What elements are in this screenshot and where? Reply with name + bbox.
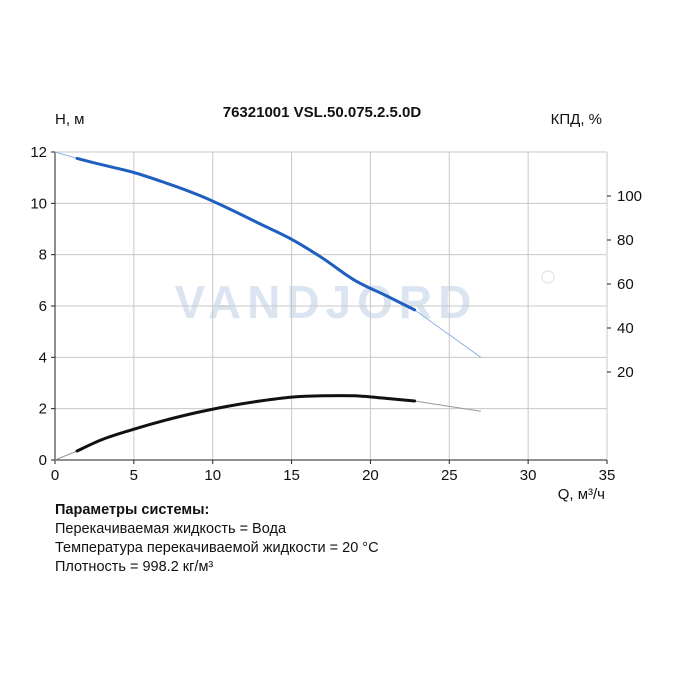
- y-tick-label: 0: [39, 452, 47, 469]
- power-curve-extension-end: [414, 400, 481, 412]
- registered-mark-icon: [541, 270, 555, 284]
- head-curve-extension-start: [54, 151, 78, 159]
- y-tick-label: 8: [39, 247, 47, 264]
- system-parameters-title: Параметры системы:: [55, 502, 210, 518]
- x-tick-label: 15: [283, 467, 300, 484]
- right-axis-label: КПД, %: [551, 111, 602, 128]
- y-tick-label: 10: [30, 195, 47, 212]
- chart-title: 76321001 VSL.50.075.2.5.0D: [223, 104, 422, 121]
- parameter-line: Плотность = 998.2 кг/м³: [55, 559, 214, 575]
- y-tick-label: 2: [39, 401, 47, 418]
- parameter-line: Температура перекачиваемой жидкости = 20…: [55, 540, 379, 556]
- power-curve-extension-start: [54, 450, 78, 461]
- x-tick-label: 25: [441, 467, 458, 484]
- x-tick-label: 5: [130, 467, 138, 484]
- y-tick-label: 12: [30, 144, 47, 161]
- x-axis-label: Q, м³/ч: [558, 486, 605, 503]
- y2-tick-label: 40: [617, 320, 634, 337]
- power-curve: [75, 394, 417, 453]
- x-tick-label: 0: [51, 467, 59, 484]
- x-tick-label: 20: [362, 467, 379, 484]
- system-parameters: Параметры системы: Перекачиваемая жидкос…: [55, 501, 379, 577]
- y-tick-label: 6: [39, 298, 47, 315]
- y2-tick-label: 80: [617, 232, 634, 249]
- y2-tick-label: 100: [617, 188, 642, 205]
- left-axis-label: H, м: [55, 111, 84, 128]
- y2-tick-label: 20: [617, 364, 634, 381]
- y-tick-label: 4: [39, 349, 47, 366]
- x-tick-label: 35: [599, 467, 616, 484]
- watermark-logo: VANDJORD: [175, 276, 478, 328]
- head-curve-extension-end: [414, 309, 482, 358]
- y2-tick-label: 60: [617, 276, 634, 293]
- head-curve: [75, 156, 417, 312]
- x-tick-label: 30: [520, 467, 537, 484]
- parameter-line: Перекачиваемая жидкость = Вода: [55, 521, 287, 537]
- x-tick-label: 10: [204, 467, 221, 484]
